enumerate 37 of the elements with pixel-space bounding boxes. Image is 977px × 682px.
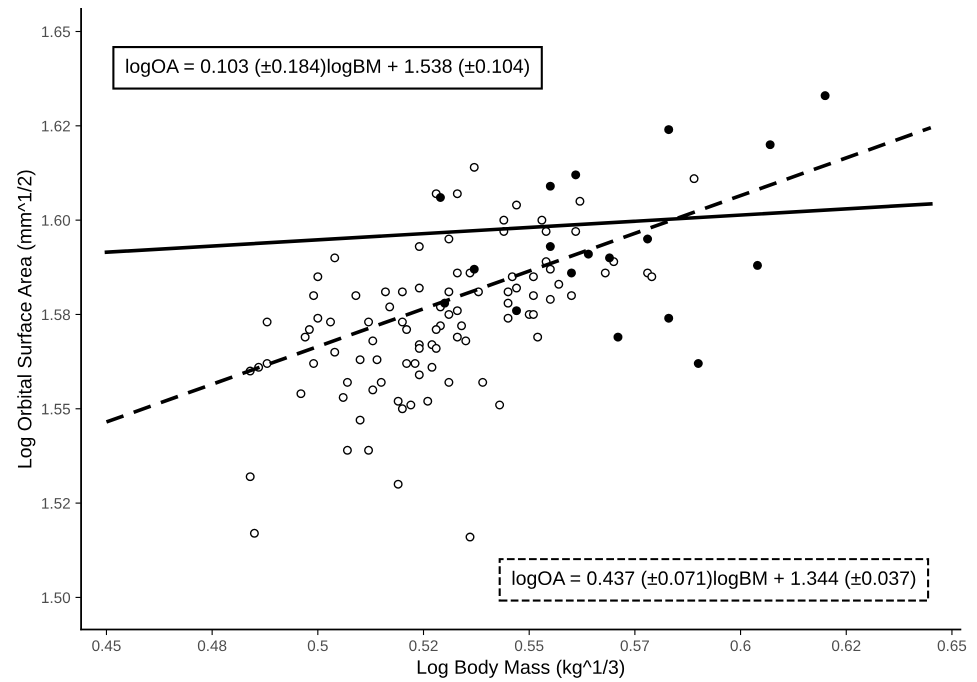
x-tick-label: 0.5	[308, 640, 328, 652]
point	[546, 242, 555, 252]
x-tick-label: 0.62	[832, 640, 860, 652]
y-tick-label: 1.60	[42, 215, 70, 226]
annotation: logOA = 0.103 (±0.184)logBM + 1.538 (±0.104)	[126, 58, 529, 77]
x-tick-label: 0.48	[198, 640, 226, 652]
point	[436, 193, 445, 202]
point	[766, 140, 775, 150]
point	[643, 234, 652, 244]
point	[664, 125, 674, 134]
x-tick-label: 0.6	[730, 640, 751, 652]
point	[512, 306, 522, 316]
annotation: logOA = 0.437 (±0.071)logBM + 1.344 (±0.037)	[512, 570, 916, 589]
y-tick-label: 1.52	[42, 498, 70, 509]
y-tick-label: 1.55	[42, 404, 70, 414]
point	[546, 182, 555, 191]
y-tick-label: 1.62	[42, 120, 70, 132]
x-tick-label: 0.57	[620, 640, 649, 652]
point	[613, 332, 622, 342]
y-axis-title: Log Orbital Surface Area (mm^1/2)	[17, 170, 36, 468]
y-tick-label: 1.65	[42, 26, 70, 38]
point	[694, 359, 703, 368]
x-tick-label: 0.45	[92, 640, 121, 652]
point	[571, 170, 580, 180]
y-tick-label: 1.58	[42, 309, 70, 320]
point	[664, 314, 674, 323]
point	[470, 264, 479, 274]
x-tick-label: 0.55	[514, 640, 544, 652]
point	[584, 250, 593, 259]
y-tick-label: 1.50	[42, 592, 70, 604]
point	[820, 91, 830, 100]
x-axis-title: Log Body Mass (kg^1/3)	[418, 660, 624, 678]
x-tick-label: 0.52	[409, 640, 438, 652]
point	[752, 260, 762, 270]
x-tick-label: 0.65	[938, 640, 966, 652]
point	[605, 253, 614, 262]
point	[566, 268, 576, 278]
